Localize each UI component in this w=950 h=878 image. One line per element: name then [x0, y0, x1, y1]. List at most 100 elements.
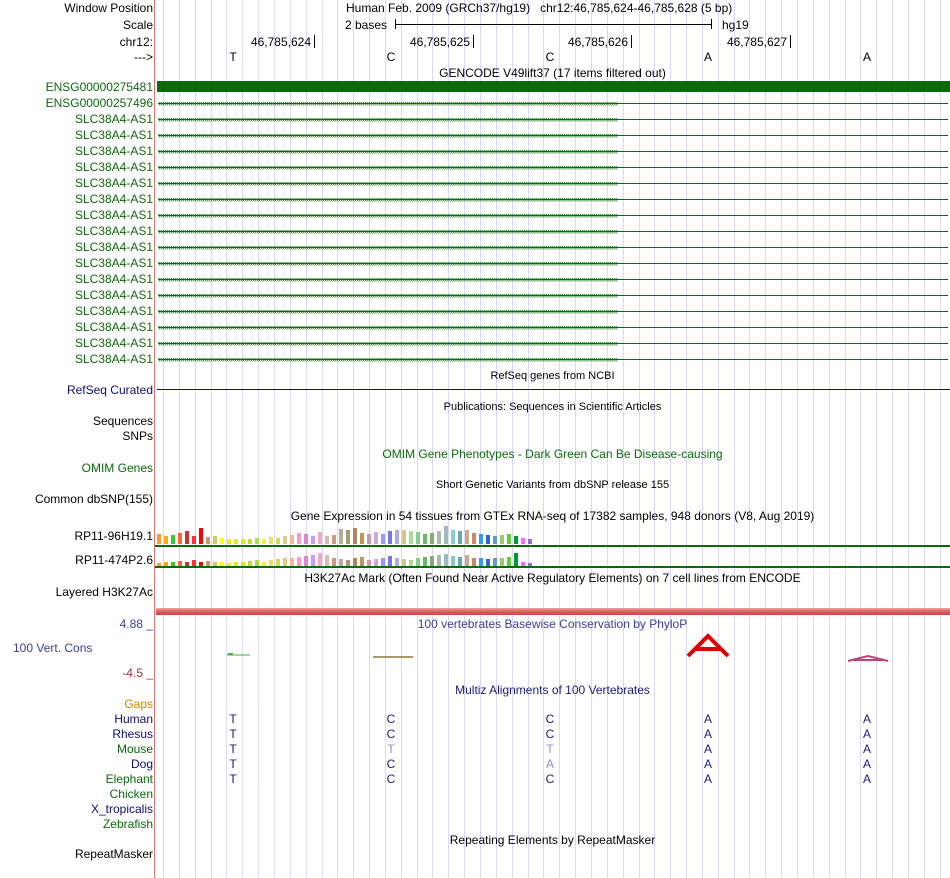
gtex-tissue-bar[interactable]: [269, 537, 273, 544]
gencode-track-label[interactable]: SLC38A4-AS1: [74, 160, 153, 174]
gtex-tissue-bar[interactable]: [381, 534, 385, 544]
gtex-tissue-bar[interactable]: [206, 537, 210, 544]
gtex-tissue-bar[interactable]: [283, 558, 287, 566]
gtex-bars-row-1[interactable]: [155, 524, 555, 544]
gencode-track-label[interactable]: SLC38A4-AS1: [74, 272, 153, 286]
gtex-tissue-bar[interactable]: [269, 560, 273, 566]
repeatmasker-label[interactable]: RepeatMasker: [74, 847, 153, 861]
gtex-tissue-bar[interactable]: [514, 536, 518, 544]
phylop-plot[interactable]: [155, 632, 950, 668]
gtex-tissue-bar[interactable]: [444, 554, 448, 566]
gtex-tissue-bar[interactable]: [234, 562, 238, 566]
dbsnp-label[interactable]: Common dbSNP(155): [34, 492, 153, 506]
gtex-tissue-bar[interactable]: [381, 558, 385, 566]
gene-arrow-line[interactable]: ››››››››››››››››››››››››››››››››››››››››…: [158, 276, 948, 283]
gtex-tissue-bar[interactable]: [276, 559, 280, 566]
gene-arrow-line[interactable]: ››››››››››››››››››››››››››››››››››››››››…: [158, 132, 948, 139]
gtex-tissue-bar[interactable]: [430, 556, 434, 566]
gtex-tissue-bar[interactable]: [367, 560, 371, 566]
gtex-tissue-bar[interactable]: [458, 531, 462, 544]
gtex-tissue-bar[interactable]: [507, 557, 511, 566]
gencode-track-label[interactable]: SLC38A4-AS1: [74, 336, 153, 350]
gtex-tissue-bar[interactable]: [444, 526, 448, 544]
gene-feature-bar[interactable]: [157, 81, 950, 92]
gtex-tissue-bar[interactable]: [458, 557, 462, 566]
gtex-tissue-bar[interactable]: [451, 556, 455, 566]
gtex-tissue-bar[interactable]: [500, 535, 504, 544]
gtex-tissue-bar[interactable]: [318, 532, 322, 544]
multiz-species-label[interactable]: Human: [114, 712, 153, 726]
gtex-tissue-bar[interactable]: [227, 563, 231, 566]
gtex-bars-row-2[interactable]: [155, 548, 555, 566]
gtex-row-label[interactable]: RP11-96H19.1: [74, 529, 154, 543]
gencode-track-label[interactable]: SLC38A4-AS1: [74, 128, 153, 142]
gtex-tissue-bar[interactable]: [276, 538, 280, 544]
gencode-track-label[interactable]: SLC38A4-AS1: [74, 304, 153, 318]
gtex-tissue-bar[interactable]: [332, 558, 336, 566]
gencode-track-label[interactable]: SLC38A4-AS1: [74, 352, 153, 366]
gtex-tissue-bar[interactable]: [346, 560, 350, 566]
gtex-tissue-bar[interactable]: [178, 561, 182, 566]
gene-arrow-line[interactable]: ››››››››››››››››››››››››››››››››››››››››…: [158, 212, 948, 219]
gtex-tissue-bar[interactable]: [472, 533, 476, 544]
gtex-tissue-bar[interactable]: [164, 536, 168, 544]
gaps-label[interactable]: Gaps: [124, 697, 153, 711]
gene-arrow-line[interactable]: ››››››››››››››››››››››››››››››››››››››››…: [158, 180, 948, 187]
gtex-tissue-bar[interactable]: [213, 536, 217, 544]
gtex-tissue-bar[interactable]: [325, 555, 329, 566]
gtex-tissue-bar[interactable]: [374, 559, 378, 566]
gtex-tissue-bar[interactable]: [192, 560, 196, 566]
gtex-tissue-bar[interactable]: [213, 562, 217, 566]
gtex-tissue-bar[interactable]: [416, 532, 420, 544]
gencode-track-label[interactable]: SLC38A4-AS1: [74, 112, 153, 126]
refseq-label[interactable]: RefSeq Curated: [66, 383, 153, 397]
gtex-tissue-bar[interactable]: [185, 562, 189, 566]
gtex-tissue-bar[interactable]: [353, 528, 357, 544]
gencode-track-label[interactable]: SLC38A4-AS1: [74, 192, 153, 206]
phylop-label[interactable]: 100 Vert. Cons: [13, 641, 93, 655]
gene-arrow-line[interactable]: ››››››››››››››››››››››››››››››››››››››››…: [158, 164, 948, 171]
gene-arrow-line[interactable]: ››››››››››››››››››››››››››››››››››››››››…: [158, 292, 948, 299]
gtex-tissue-bar[interactable]: [395, 530, 399, 544]
gene-arrow-line[interactable]: ››››››››››››››››››››››››››››››››››››››››…: [158, 148, 948, 155]
gtex-tissue-bar[interactable]: [192, 536, 196, 544]
gtex-tissue-bar[interactable]: [318, 553, 322, 566]
gtex-tissue-bar[interactable]: [493, 558, 497, 566]
gtex-tissue-bar[interactable]: [255, 560, 259, 566]
gtex-tissue-bar[interactable]: [479, 534, 483, 544]
gene-arrow-line[interactable]: ››››››››››››››››››››››››››››››››››››››››…: [158, 260, 948, 267]
gene-arrow-line[interactable]: ››››››››››››››››››››››››››››››››››››››››…: [158, 308, 948, 315]
multiz-species-label[interactable]: Zebrafish: [102, 817, 153, 831]
gtex-tissue-bar[interactable]: [185, 531, 189, 544]
gene-arrow-line[interactable]: ››››››››››››››››››››››››››››››››››››››››…: [158, 196, 948, 203]
gtex-tissue-bar[interactable]: [374, 532, 378, 544]
gtex-tissue-bar[interactable]: [353, 558, 357, 566]
gtex-tissue-bar[interactable]: [528, 563, 532, 566]
gtex-tissue-bar[interactable]: [262, 539, 266, 544]
multiz-species-label[interactable]: Mouse: [116, 742, 153, 756]
gtex-tissue-bar[interactable]: [157, 563, 161, 566]
gtex-tissue-bar[interactable]: [430, 533, 434, 544]
gtex-tissue-bar[interactable]: [178, 533, 182, 544]
gtex-tissue-bar[interactable]: [248, 561, 252, 566]
gtex-tissue-bar[interactable]: [409, 531, 413, 544]
gtex-tissue-bar[interactable]: [360, 557, 364, 566]
gencode-track-label[interactable]: ENSG00000257496: [45, 96, 153, 110]
gene-arrow-line[interactable]: ››››››››››››››››››››››››››››››››››››››››…: [158, 116, 948, 123]
gtex-tissue-bar[interactable]: [311, 536, 315, 544]
gtex-tissue-bar[interactable]: [339, 529, 343, 544]
gencode-track-label[interactable]: SLC38A4-AS1: [74, 144, 153, 158]
gtex-tissue-bar[interactable]: [248, 539, 252, 544]
gtex-tissue-bar[interactable]: [241, 562, 245, 566]
multiz-species-label[interactable]: Chicken: [109, 787, 153, 801]
gtex-tissue-bar[interactable]: [164, 562, 168, 566]
gtex-row-label[interactable]: RP11-474P2.6: [75, 553, 153, 567]
multiz-species-label[interactable]: Elephant: [105, 772, 153, 786]
gtex-tissue-bar[interactable]: [220, 538, 224, 544]
gtex-tissue-bar[interactable]: [521, 538, 525, 544]
gencode-track-label[interactable]: SLC38A4-AS1: [74, 288, 153, 302]
gtex-tissue-bar[interactable]: [325, 536, 329, 544]
gtex-tissue-bar[interactable]: [171, 562, 175, 566]
gtex-tissue-bar[interactable]: [297, 557, 301, 566]
gtex-tissue-bar[interactable]: [171, 535, 175, 544]
